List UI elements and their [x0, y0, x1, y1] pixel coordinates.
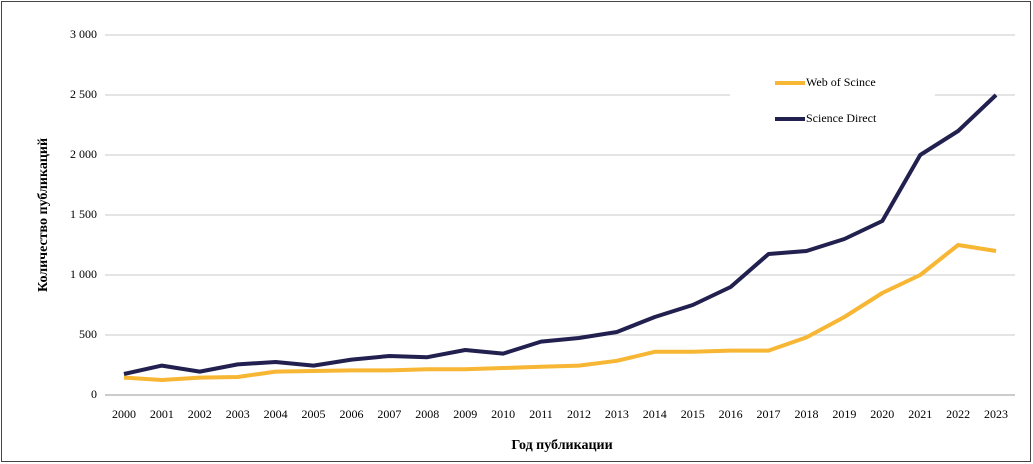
x-tick-label: 2011 [529, 407, 553, 421]
x-tick-label: 2023 [984, 407, 1008, 421]
x-tick-label: 2014 [643, 407, 667, 421]
x-tick-label: 2004 [264, 407, 288, 421]
x-tick-label: 2020 [870, 407, 894, 421]
y-tick-label: 0 [91, 387, 97, 401]
y-tick-label: 3 000 [70, 27, 97, 41]
x-tick-label: 2021 [908, 407, 932, 421]
x-tick-label: 2012 [567, 407, 591, 421]
legend-box [730, 70, 935, 135]
legend-label: Web of Scince [806, 75, 876, 89]
x-tick-label: 2007 [377, 407, 401, 421]
y-tick-label: 2 000 [70, 147, 97, 161]
x-tick-label: 2005 [302, 407, 326, 421]
x-tick-label: 2013 [605, 407, 629, 421]
x-tick-label: 2009 [453, 407, 477, 421]
y-tick-label: 1 500 [70, 207, 97, 221]
x-tick-label: 2019 [832, 407, 856, 421]
x-tick-label: 2006 [339, 407, 363, 421]
x-tick-label: 2000 [112, 407, 136, 421]
x-axis-label: Год публикации [511, 438, 612, 453]
x-tick-label: 2015 [681, 407, 705, 421]
x-tick-label: 2018 [794, 407, 818, 421]
x-tick-label: 2022 [946, 407, 970, 421]
y-tick-label: 2 500 [70, 87, 97, 101]
series-line [123, 243, 997, 382]
y-axis-label: Количество публикаций [36, 138, 51, 292]
series-line [123, 93, 998, 376]
x-tick-label: 2017 [757, 407, 781, 421]
legend-label: Science Direct [806, 111, 877, 125]
y-tick-label: 500 [79, 327, 97, 341]
y-tick-label: 1 000 [70, 267, 97, 281]
x-tick-label: 2008 [415, 407, 439, 421]
x-tick-label: 2003 [226, 407, 250, 421]
x-tick-label: 2016 [719, 407, 743, 421]
x-tick-label: 2002 [188, 407, 212, 421]
x-tick-label: 2010 [491, 407, 515, 421]
x-tick-label: 2001 [150, 407, 174, 421]
